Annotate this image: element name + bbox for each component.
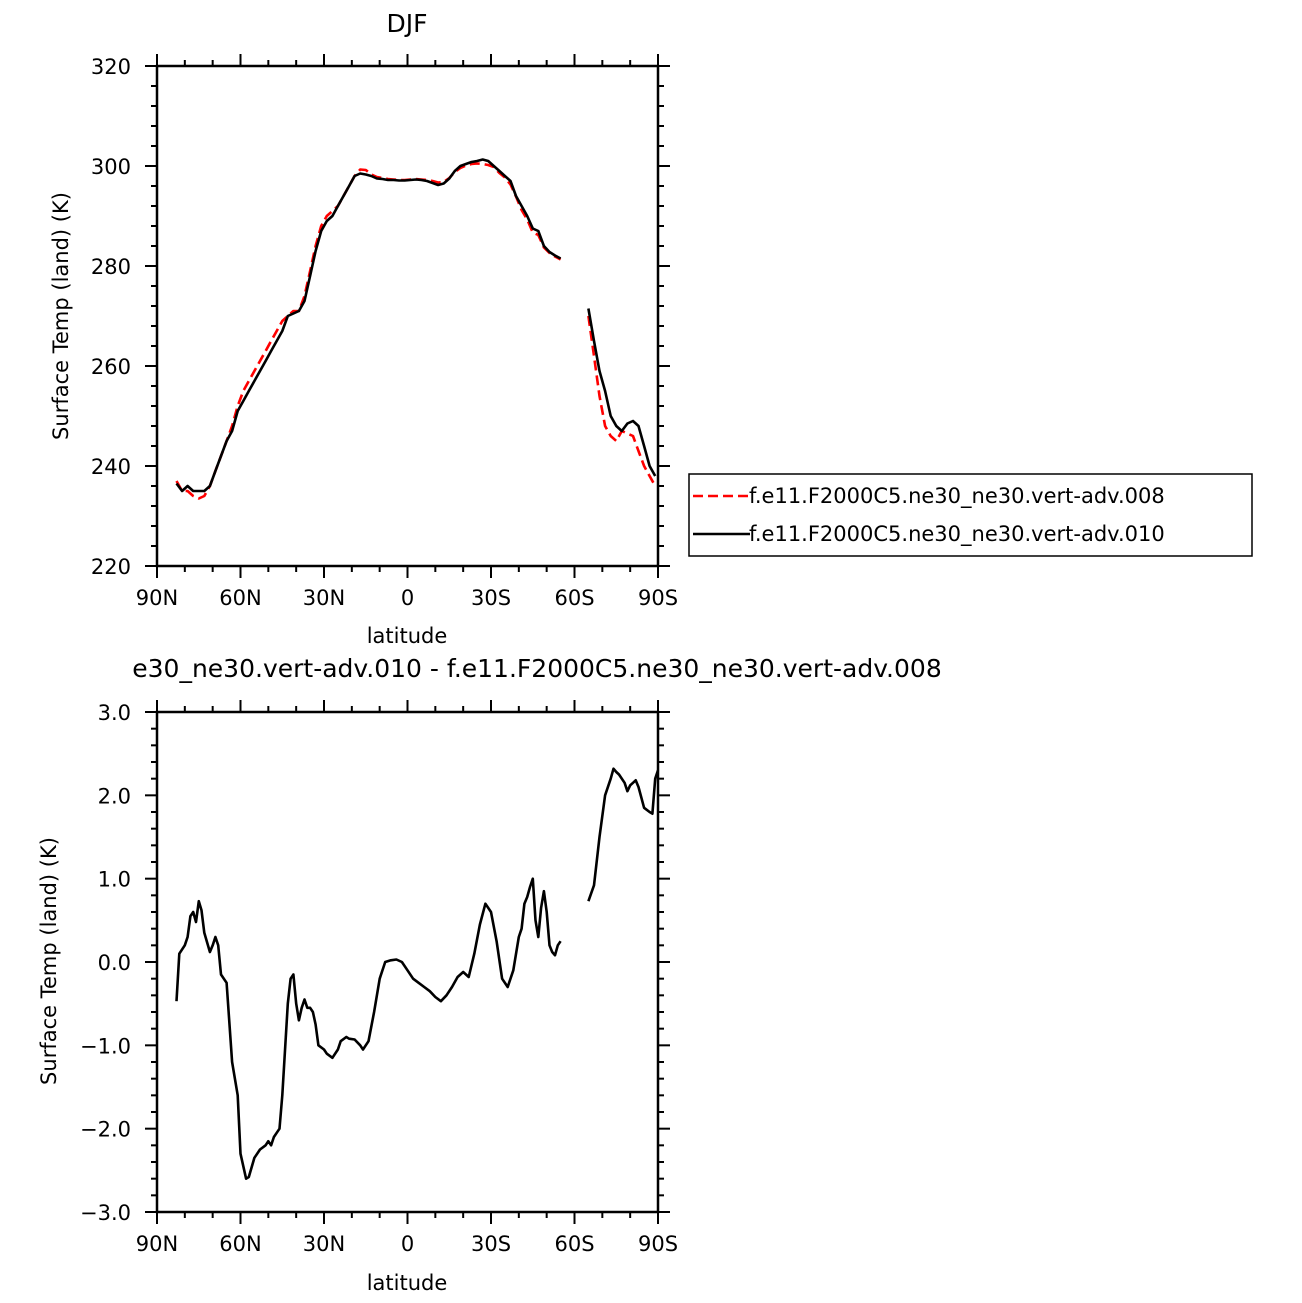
bottom-y-tick-label: −1.0 [80,1034,131,1058]
bottom-y-axis-title: Surface Temp (land) (K) [37,837,61,1085]
bottom-x-tick-label: 30N [303,1232,345,1256]
top-y-tick-label: 260 [91,355,131,379]
bottom-y-tick-label: −3.0 [80,1201,131,1225]
bottom-series-0-segment-0 [175,877,562,1180]
top-y-tick-label: 220 [91,555,131,579]
top-x-tick-label: 30N [303,586,345,610]
top-y-axis-title: Surface Temp (land) (K) [49,192,73,440]
top-plot: DJF 90N 60N 30N 0 30S 60S 90S 220 240 260 280 300 32… [49,9,678,648]
top-x-tick-label: 0 [401,586,414,610]
top-plot-title: DJF [386,9,427,38]
bottom-x-axis-title: latitude [367,1271,448,1295]
legend-label-008: f.e11.F2000C5.ne30_ne30.vert-adv.008 [749,484,1165,509]
top-x-tick-label: 90S [638,586,678,610]
top-x-tick-label: 30S [471,586,511,610]
top-y-tick-label: 300 [91,155,131,179]
legend-label-010: f.e11.F2000C5.ne30_ne30.vert-adv.010 [749,522,1165,547]
legend-box [688,473,1253,557]
bottom-plot-title: e30_ne30.vert-adv.010 - f.e11.F2000C5.ne… [132,654,941,683]
bottom-x-tick-label: 90S [638,1232,678,1256]
legend: f.e11.F2000C5.ne30_ne30.vert-adv.008 f.e… [688,473,1253,557]
bottom-x-tick-label: 30S [471,1232,511,1256]
bottom-x-tick-label: 90N [136,1232,178,1256]
top-series-lines [175,158,657,500]
top-series-1-segment-1 [587,308,657,477]
top-series-0-segment-0 [175,162,562,500]
bottom-x-tick-label: 0 [401,1232,414,1256]
bottom-plot-frame [155,710,660,1214]
bottom-y-tick-label: 0.0 [98,951,131,975]
bottom-series-lines [175,767,660,1180]
top-x-tick-label: 90N [136,586,178,610]
top-series-1-segment-0 [175,158,562,493]
bottom-x-tick-label: 60N [219,1232,261,1256]
top-x-axis-title: latitude [367,624,448,648]
bottom-x-tick-label: 60S [554,1232,594,1256]
bottom-y-tick-label: 1.0 [98,868,131,892]
bottom-y-tick-label: −2.0 [80,1118,131,1142]
bottom-series-0-segment-1 [587,767,660,902]
top-y-tick-label: 240 [91,455,131,479]
top-y-tick-label: 280 [91,255,131,279]
top-x-tick-label: 60S [554,586,594,610]
top-ticks: 90N 60N 30N 0 30S 60S 90S 220 240 260 280 300 320 [91,54,678,610]
top-series-0-segment-1 [587,315,657,487]
bottom-y-tick-label: 3.0 [98,701,131,725]
bottom-y-tick-label: 2.0 [98,784,131,808]
top-x-tick-label: 60N [219,586,261,610]
bottom-plot: e30_ne30.vert-adv.010 - f.e11.F2000C5.ne… [37,654,942,1295]
top-y-tick-label: 320 [91,55,131,79]
top-plot-frame [155,64,660,568]
